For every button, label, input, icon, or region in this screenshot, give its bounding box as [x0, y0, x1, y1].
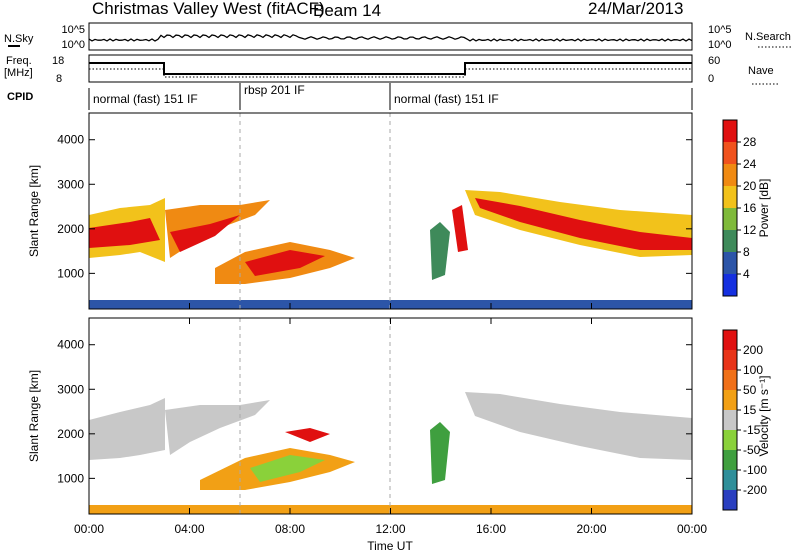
y-tick-label: 3000	[57, 177, 84, 191]
beam-label: Beam 14	[313, 1, 381, 20]
nsearch-label: N.Search	[745, 31, 791, 43]
x-tick-label: 00:00	[677, 522, 707, 536]
nsky-panel: N.Sky 10^5 10^0 10^5 10^0 N.Search	[4, 22, 792, 51]
colorbar-segment	[723, 370, 737, 390]
power-colorbar: 4 8 12 16 20 24 28	[722, 119, 757, 297]
colorbar-tick-label: 20	[743, 179, 757, 193]
nave-tick-low: 0	[708, 73, 714, 85]
velocity-ylabel: Slant Range [km]	[27, 370, 41, 462]
y-tick-label: 2000	[57, 222, 84, 236]
velocity-colorbar: 200 100 50 15 -15 -50 -100 -200	[722, 329, 767, 511]
colorbar-tick-label: 8	[743, 245, 750, 259]
nsky-trace	[88, 34, 693, 42]
x-tick-label: 16:00	[476, 522, 506, 536]
colorbar-segment	[723, 142, 737, 164]
power-blob-morning-core	[245, 250, 325, 276]
colorbar-segment	[723, 186, 737, 208]
colorbar-segment	[723, 350, 737, 370]
colorbar-segment	[723, 410, 737, 430]
velocity-y-ticks: 1000 2000 3000 4000	[57, 338, 692, 485]
colorbar-tick-label: 4	[743, 267, 750, 281]
colorbar-segment	[723, 164, 737, 186]
velocity-arc-1	[165, 400, 270, 455]
x-tick-label: 08:00	[275, 522, 305, 536]
colorbar-segment	[723, 274, 737, 296]
colorbar-tick-label: -15	[743, 423, 761, 437]
colorbar-segment	[723, 120, 737, 142]
freq-trace	[89, 62, 692, 75]
freq-panel: Freq. [MHz] 18 8 60 0 Nave	[4, 54, 778, 85]
colorbar-segment	[723, 470, 737, 490]
nsky-tick-high: 10^5	[61, 24, 85, 36]
colorbar-segment	[723, 450, 737, 470]
power-band-east-core	[475, 198, 692, 250]
nsky-tick-low: 10^0	[61, 39, 85, 51]
colorbar-tick-label: -200	[743, 483, 767, 497]
x-tick-label: 12:00	[375, 522, 405, 536]
power-band-west-core	[89, 218, 160, 248]
velocity-band-west	[89, 398, 165, 460]
colorbar-tick-label: 16	[743, 201, 757, 215]
freq-label-1: Freq.	[6, 55, 32, 67]
power-y-ticks: 1000 2000 3000 4000	[57, 133, 692, 280]
power-heatmap: Slant Range [km] 1000 2000 3000 4000	[27, 112, 693, 310]
cpid-segment-1: normal (fast) 151 IF	[93, 92, 198, 106]
colorbar-segment	[723, 330, 737, 350]
nave-label: Nave	[748, 65, 774, 77]
velocity-colorbar-label: Velocity [m s⁻¹]	[757, 375, 771, 456]
velocity-blob-morning-green	[250, 455, 325, 482]
colorbar-segment	[723, 230, 737, 252]
colorbar-tick-label: 50	[743, 383, 757, 397]
y-tick-label: 4000	[57, 133, 84, 147]
y-tick-label: 1000	[57, 266, 84, 280]
power-colorbar-label: Power [dB]	[757, 179, 771, 238]
power-arc-1-core	[170, 215, 240, 252]
y-tick-label: 1000	[57, 471, 84, 485]
x-tick-label: 04:00	[174, 522, 204, 536]
colorbar-segment	[723, 390, 737, 410]
colorbar-frame	[722, 329, 738, 511]
freq-tick-high: 18	[52, 55, 64, 67]
cpid-segment-2: rbsp 201 IF	[244, 83, 305, 97]
cpid-segment-3: normal (fast) 151 IF	[394, 92, 499, 106]
power-plume-noon	[430, 222, 450, 280]
station-title: Christmas Valley West (fitACF)	[92, 0, 325, 18]
time-axis: 00:00 04:00 08:00 12:00 16:00 20:00 00:00	[74, 303, 707, 536]
xaxis-label: Time UT	[367, 539, 413, 553]
colorbar-segment	[723, 252, 737, 274]
y-tick-label: 3000	[57, 382, 84, 396]
cpid-row: CPID normal (fast) 151 IF rbsp 201 IF no…	[7, 83, 693, 110]
nave-tick-high: 60	[708, 55, 720, 67]
colorbar-tick-label: 24	[743, 157, 757, 171]
velocity-plume-noon	[430, 422, 450, 484]
colorbar-segment	[723, 208, 737, 230]
colorbar-tick-label: 28	[743, 135, 757, 149]
cpid-label: CPID	[7, 91, 33, 103]
colorbar-tick-label: 15	[743, 403, 757, 417]
date-label: 24/Mar/2013	[588, 0, 683, 18]
x-tick-label: 00:00	[74, 522, 104, 536]
colorbar-tick-label: -50	[743, 443, 761, 457]
colorbar-tick-label: 100	[743, 363, 763, 377]
x-tick-label: 20:00	[576, 522, 606, 536]
velocity-arc-red	[285, 428, 330, 442]
freq-label-2: [MHz]	[4, 67, 33, 79]
y-tick-label: 4000	[57, 338, 84, 352]
colorbar-tick-label: 12	[743, 223, 757, 237]
velocity-heatmap: Slant Range [km] 1000 2000 3000 4000	[27, 317, 693, 515]
y-tick-label: 2000	[57, 427, 84, 441]
colorbar-tick-label: 200	[743, 343, 763, 357]
nsearch-tick-high: 10^5	[708, 24, 732, 36]
freq-tick-low: 8	[56, 73, 62, 85]
nsky-label: N.Sky	[4, 33, 34, 45]
colorbar-segment	[723, 490, 737, 510]
colorbar-tick-label: -100	[743, 463, 767, 477]
nsearch-tick-low: 10^0	[708, 39, 732, 51]
power-ylabel: Slant Range [km]	[27, 165, 41, 257]
power-spike-east	[452, 205, 468, 252]
colorbar-segment	[723, 430, 737, 450]
velocity-band-east	[465, 392, 692, 460]
